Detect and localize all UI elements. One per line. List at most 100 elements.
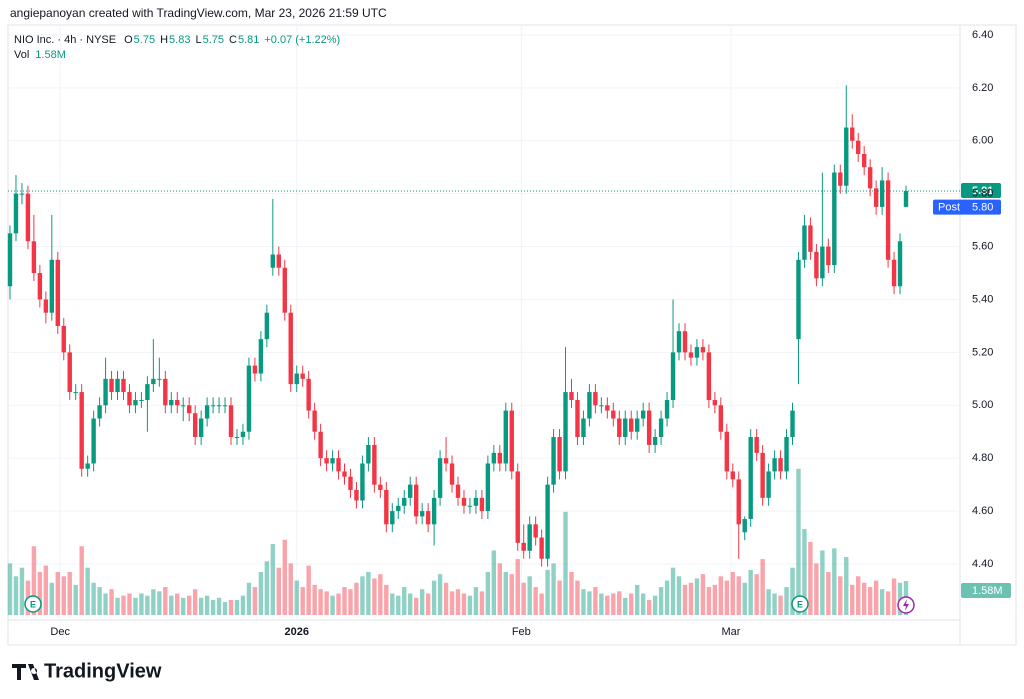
candle-body	[682, 331, 688, 353]
volume-bar	[700, 574, 706, 615]
candle-body	[210, 405, 216, 407]
volume-bar	[175, 593, 180, 615]
volume-bar	[163, 587, 168, 615]
candle-body	[425, 511, 431, 525]
volume-bar	[109, 589, 114, 615]
volume-bar	[527, 576, 532, 615]
volume-bar	[706, 587, 712, 615]
candle-body	[730, 471, 735, 480]
volume-bar	[742, 582, 747, 615]
volume-bar	[867, 587, 873, 615]
volume-bar	[181, 597, 186, 615]
candle-body	[264, 312, 270, 340]
y-tick-label: 6.00	[972, 135, 993, 147]
candle-body	[306, 378, 311, 411]
candle-body	[169, 399, 174, 406]
lightning-icon[interactable]	[897, 596, 915, 614]
candle-body	[300, 373, 305, 379]
volume-bar	[790, 567, 795, 615]
volume-bar	[55, 572, 60, 615]
volume-bar	[754, 574, 759, 615]
candle-body	[372, 444, 377, 485]
y-tick-label: 5.20	[972, 346, 993, 358]
volume-bar	[37, 572, 43, 615]
volume-bar	[521, 582, 526, 615]
candle-body	[175, 399, 180, 406]
candle-body	[587, 392, 592, 419]
volume-bar	[856, 576, 861, 615]
candle-body	[413, 484, 419, 517]
volume-bar	[151, 589, 156, 615]
volume-bar	[258, 572, 264, 615]
candle-body	[461, 497, 467, 506]
x-tick-label: 2026	[284, 626, 308, 638]
chart-frame	[7, 24, 1017, 646]
volume-bar	[378, 574, 383, 615]
post-tag	[933, 199, 1001, 215]
volume-bar	[879, 589, 885, 615]
x-tick-label: Dec	[50, 626, 70, 638]
candle-body	[133, 399, 138, 406]
candle-body	[49, 259, 55, 313]
earnings-marker[interactable]: E	[24, 595, 42, 613]
legend-vol-value: 1.58M	[35, 49, 66, 61]
volume-bar	[509, 574, 514, 615]
candle-body	[282, 267, 287, 313]
volume-bar	[515, 559, 520, 615]
candle-body	[449, 463, 455, 485]
volume-bar	[891, 578, 897, 615]
header: angiepanoyan created with TradingView.co…	[10, 6, 387, 20]
volume-bar	[187, 595, 192, 615]
candle-body	[593, 392, 598, 406]
volume-tag-label: 1.58M	[972, 585, 1003, 597]
volume-bar	[461, 593, 467, 615]
volume-bar	[425, 593, 431, 615]
candle-body	[832, 172, 837, 266]
volume-bar	[760, 559, 765, 615]
volume-bar	[43, 565, 49, 615]
volume-bar	[127, 593, 132, 615]
volume-bar	[288, 563, 293, 615]
candle-body	[187, 405, 192, 414]
volume-bar	[730, 572, 735, 615]
candle-body	[796, 259, 801, 340]
volume-bar	[623, 597, 628, 615]
candle-body	[533, 524, 538, 538]
candle-body	[509, 410, 514, 472]
candle-body	[551, 437, 556, 485]
volume-bar	[796, 468, 801, 615]
volume-bar	[808, 541, 813, 615]
volume-bar	[467, 595, 473, 615]
candle-body	[402, 497, 407, 506]
candle-body	[330, 458, 335, 464]
volume-bar	[402, 587, 407, 615]
volume-bar	[575, 580, 580, 615]
earnings-marker[interactable]: E	[791, 595, 809, 613]
volume-bar	[366, 572, 371, 615]
candle-body	[419, 511, 425, 517]
volume-bar	[192, 589, 198, 615]
volume-bar	[694, 578, 700, 615]
volume-bar	[491, 550, 497, 615]
candle-body	[360, 463, 365, 501]
volume-bar	[360, 576, 365, 615]
legend-value: 5.83	[169, 34, 190, 46]
candle-body	[850, 127, 855, 141]
volume-bar	[198, 597, 204, 615]
candle-body	[234, 437, 240, 439]
volume-tag	[961, 583, 1011, 599]
volume-bar	[228, 599, 234, 615]
volume-bar	[103, 593, 108, 615]
candle-body	[139, 399, 144, 401]
candle-body	[61, 325, 66, 353]
volume-bar	[390, 593, 395, 615]
candle-body	[820, 246, 825, 279]
candle-body	[903, 191, 909, 207]
candle-body	[336, 458, 341, 472]
candle-body	[581, 418, 586, 438]
volume-bar	[222, 602, 228, 615]
candle-body	[670, 352, 676, 400]
volume-bar	[437, 574, 443, 615]
volume-bar	[557, 580, 562, 615]
